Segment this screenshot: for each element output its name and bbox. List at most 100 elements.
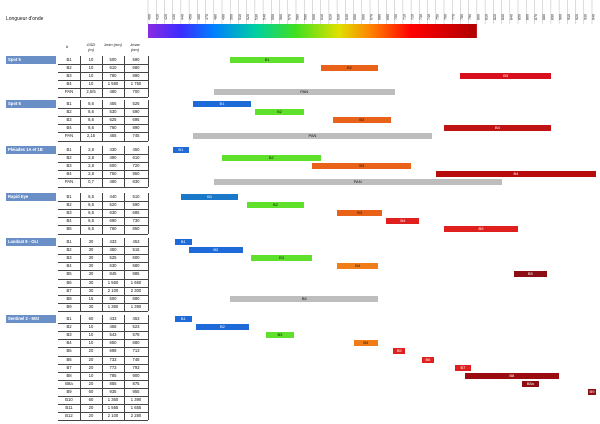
cell-gsd: 60 — [88, 316, 94, 321]
cell-band: B5 — [66, 226, 72, 232]
table-row-line — [58, 294, 148, 296]
cell-lmin: 1 560 — [107, 279, 119, 285]
scale-tick-label: 770 — [452, 14, 456, 20]
cell-band: PAN — [64, 89, 74, 95]
table-row-line — [58, 355, 148, 357]
scale-tick-label: 670 — [370, 14, 374, 20]
scale-tick-label: 920 — [575, 14, 579, 20]
cell-lmax: 453 — [132, 239, 140, 244]
table-row-line — [58, 116, 148, 118]
band-bar: B2 — [222, 155, 321, 162]
scale-tick-label: 450 — [189, 14, 193, 20]
header-lmax: λmax (nm) — [130, 42, 140, 52]
cell-lmin: 543 — [109, 332, 117, 338]
cell-lmax: 850 — [132, 226, 140, 232]
cell-lmin: 760 — [109, 125, 117, 131]
column-separator — [124, 238, 125, 311]
cell-lmin: 650 — [109, 340, 117, 346]
wavelength-scale: 400 410 420 430 440 450 460 470 480 490 500 510 520 5… — [148, 0, 596, 38]
scale-tick-label: 880 — [542, 14, 546, 20]
cell-gsd: 10 — [88, 81, 94, 87]
cell-lmax: 680 — [132, 65, 140, 71]
cell-gsd: 6,5 — [88, 226, 94, 232]
scale-tick-label: 690 — [386, 14, 390, 20]
band-bar: B8a — [522, 380, 539, 387]
scale-tick-label: 530 — [254, 14, 258, 20]
satellite-label: Pleiades 1A et 1B — [6, 146, 56, 154]
table-row-line — [58, 396, 148, 397]
band-bar: B4 — [386, 218, 420, 225]
band-bar: B2 — [246, 202, 305, 209]
table-row-line — [58, 404, 148, 406]
cell-band: B2 — [66, 65, 72, 71]
table-row-line — [58, 96, 148, 98]
scale-tick-label: 830 — [501, 14, 505, 20]
scale-tick-label: 700 — [394, 14, 398, 20]
table-row-line — [58, 246, 148, 248]
cell-lmin: 1 580 — [107, 81, 119, 87]
cell-lmax: 830 — [132, 179, 140, 185]
table-row-line — [58, 209, 148, 211]
cell-gsd: 15 — [88, 295, 94, 301]
band-bar: B1 — [193, 101, 251, 107]
table-row-line — [58, 363, 148, 365]
band-bar: B2 — [254, 109, 305, 116]
cell-lmin: 480 — [109, 179, 117, 185]
scale-tick-label: 820 — [493, 14, 497, 20]
band-bar: B1 — [180, 194, 239, 200]
cell-gsd: 20 — [88, 356, 94, 362]
cell-lmax: 600 — [132, 255, 140, 261]
table-row-line — [58, 254, 148, 256]
cell-band: B3 — [66, 117, 72, 123]
column-separator — [80, 315, 81, 421]
scale-tick-label: 600 — [312, 14, 316, 20]
table-row-line — [58, 88, 148, 90]
scale-tick-label: 800 — [476, 14, 480, 20]
cell-lmin: 690 — [109, 218, 117, 224]
column-separator — [148, 146, 149, 187]
cell-band: B2 — [66, 202, 72, 208]
cell-lmax: 510 — [132, 194, 140, 199]
table-row-line — [58, 302, 148, 304]
band-bar: B9 — [587, 388, 597, 395]
cell-lmin: 773 — [109, 364, 117, 370]
cell-lmin: 610 — [109, 65, 117, 71]
cell-gsd: 20 — [88, 405, 94, 411]
satellite-label: Spot 6 — [6, 100, 56, 108]
visible-spectrum-gradient — [148, 24, 477, 38]
table-row-line — [58, 278, 148, 280]
cell-lmin: 520 — [109, 202, 117, 208]
cell-gsd: 2,5/5 — [86, 89, 96, 95]
cell-gsd: 2,8 — [88, 163, 94, 169]
cell-band: B7 — [66, 287, 72, 293]
cell-lmax: 730 — [132, 218, 140, 224]
cell-band: B2 — [66, 324, 72, 330]
cell-band: B7 — [66, 364, 72, 370]
cell-band: B5 — [66, 271, 72, 277]
cell-lmax: 793 — [132, 364, 140, 370]
cell-gsd: 30 — [88, 239, 94, 244]
table-row-line — [58, 64, 148, 66]
band-bar: B8 — [464, 372, 560, 379]
column-separator — [148, 100, 149, 141]
cell-lmax: 578 — [132, 332, 140, 338]
cell-lmax: 2 280 — [130, 413, 142, 419]
cell-lmax: 523 — [132, 324, 140, 330]
scale-tick-label: 900 — [559, 14, 563, 20]
cell-gsd: 2,8 — [88, 147, 94, 152]
band-bar: B3 — [460, 73, 551, 80]
cell-gsd: 60 — [88, 397, 94, 402]
table-row-line — [58, 310, 148, 312]
band-bar: B4 — [444, 125, 551, 132]
cell-lmax: 453 — [132, 316, 140, 321]
band-bar: B5 — [393, 348, 406, 355]
cell-lmin: 845 — [109, 271, 117, 277]
cell-lmax: 515 — [132, 247, 140, 253]
cell-band: B2 — [66, 155, 72, 161]
cell-gsd: 10 — [88, 332, 94, 338]
table-row-line — [58, 217, 148, 219]
scale-tick-label: 570 — [287, 14, 291, 20]
header-band: # — [65, 44, 69, 49]
cell-gsd: 10 — [88, 57, 94, 62]
table-row-line — [58, 154, 148, 156]
